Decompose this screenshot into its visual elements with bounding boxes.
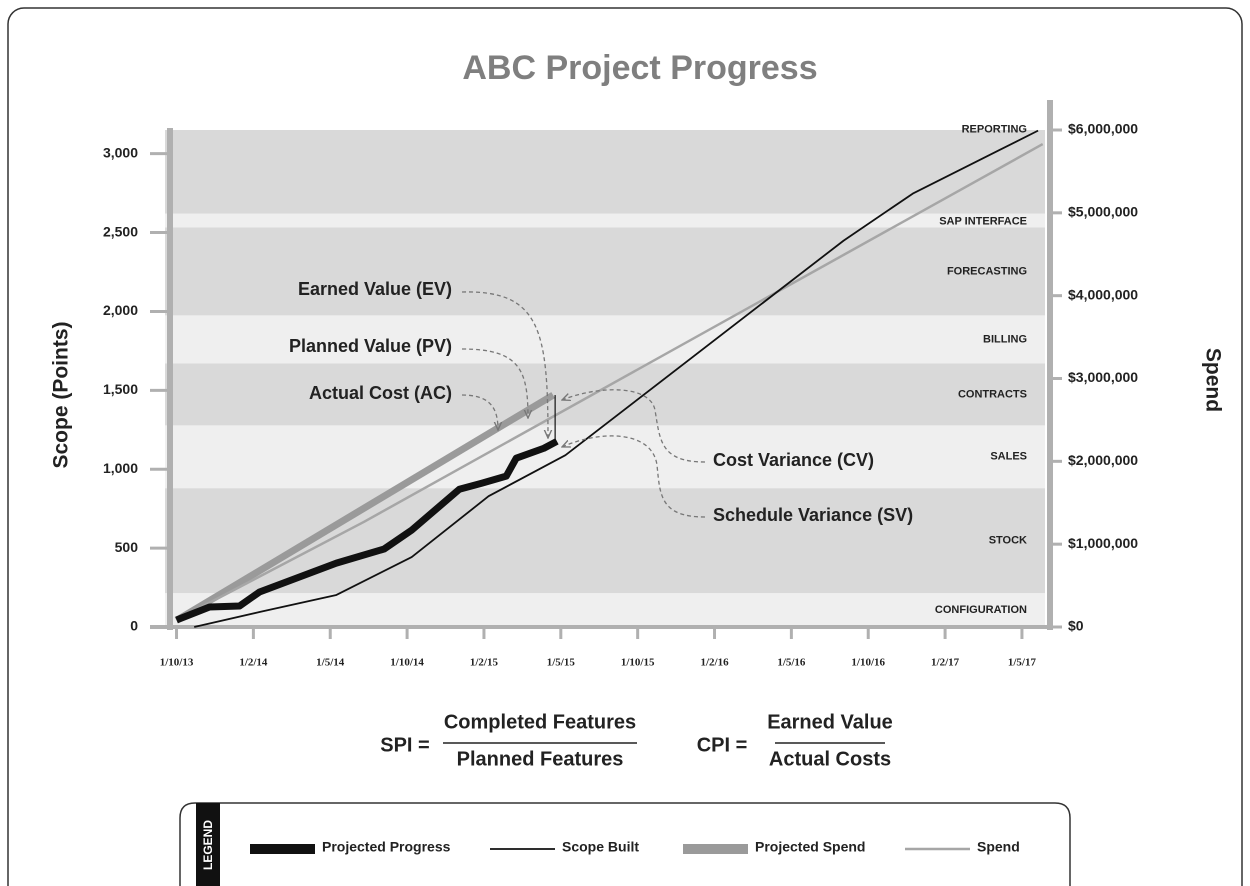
y2-tick-label: $1,000,000 [1068,535,1138,551]
band-label: BILLING [983,333,1027,345]
x-tick-label: 1/5/14 [316,657,345,669]
formula-numerator: Completed Features [444,711,636,733]
legend-tab [196,803,220,886]
series-line [194,129,1039,628]
band-label: CONTRACTS [958,388,1027,400]
formula-numerator: Earned Value [767,711,893,733]
annotation-arrow [461,394,498,430]
y2-tick-label: $5,000,000 [1068,204,1138,220]
band-label: STOCK [989,535,1027,547]
band [165,425,1045,489]
band [165,315,1045,364]
x-tick-label: 1/10/14 [390,657,424,669]
x-tick-label: 1/2/15 [470,657,499,669]
y-tick-label: 3,000 [103,144,138,160]
series-line [175,438,559,624]
annotation-arrow [461,348,528,418]
formula-denominator: Actual Costs [769,748,891,770]
legend-title: LEGEND [201,820,215,870]
y2-tick-label: $3,000,000 [1068,369,1138,385]
plot-area: CONFIGURATION STOCK SALES CONTRACTS BILLING F… [103,100,1138,669]
band-label: SAP INTERFACE [939,216,1027,228]
band [165,593,1045,627]
formula-label: CPI = [697,734,748,756]
band [165,227,1045,316]
x-tick-label: 1/5/17 [1008,657,1037,669]
annotation-arrow [461,291,548,438]
y-tick-label: 0 [130,618,138,634]
band [165,213,1045,228]
x-tick-label: 1/5/15 [547,657,576,669]
y-tick-label: 2,000 [103,302,138,318]
series-line [175,142,1044,622]
annotation: Earned Value (EV) [298,279,452,299]
band-label: SALES [990,451,1027,463]
band-label: FORECASTING [947,265,1027,277]
y2-tick-label: $0 [1068,618,1084,634]
annotation-arrow [562,389,706,463]
band [165,363,1045,426]
annotation: Cost Variance (CV) [713,450,874,470]
formula: SPI = Completed Features Planned Feature… [380,711,893,770]
legend: Projected Progress Scope Built Projected S… [250,839,1020,855]
annotation: Schedule Variance (SV) [713,505,913,525]
series-line [174,392,555,624]
x-tick-label: 1/10/16 [851,657,885,669]
legend-box [179,802,1071,886]
y-tick-label: 1,000 [103,460,138,476]
y2-tick-label: $6,000,000 [1068,121,1138,137]
x-tick-label: 1/10/13 [160,657,194,669]
legend-label: Scope Built [562,839,639,855]
y2-axis-title: Spend [1201,348,1224,412]
x-tick-label: 1/2/16 [700,657,729,669]
x-tick-label: 1/2/14 [239,657,268,669]
formula-denominator: Planned Features [457,748,624,770]
x-tick-label: 1/2/17 [931,657,960,669]
x-tick-label: 1/10/15 [621,657,655,669]
band [165,130,1045,214]
x-tick-label: 1/5/16 [777,657,806,669]
y2-tick-label: $4,000,000 [1068,286,1138,302]
band-label: CONFIGURATION [935,604,1027,616]
y2-tick-label: $2,000,000 [1068,452,1138,468]
legend-label: Projected Progress [322,839,451,855]
legend-label: Projected Spend [755,839,865,855]
formula-label: SPI = [380,734,429,756]
chart-title: ABC Project Progress [462,49,817,87]
legend-label: Spend [977,839,1020,855]
y-tick-label: 1,500 [103,381,138,397]
annotation: Actual Cost (AC) [309,383,452,403]
y-tick-label: 500 [115,539,139,555]
band-label: REPORTING [962,124,1027,136]
y-axis-title: Scope (Points) [50,321,73,468]
y-tick-label: 2,500 [103,223,138,239]
annotation: Planned Value (PV) [289,336,452,356]
